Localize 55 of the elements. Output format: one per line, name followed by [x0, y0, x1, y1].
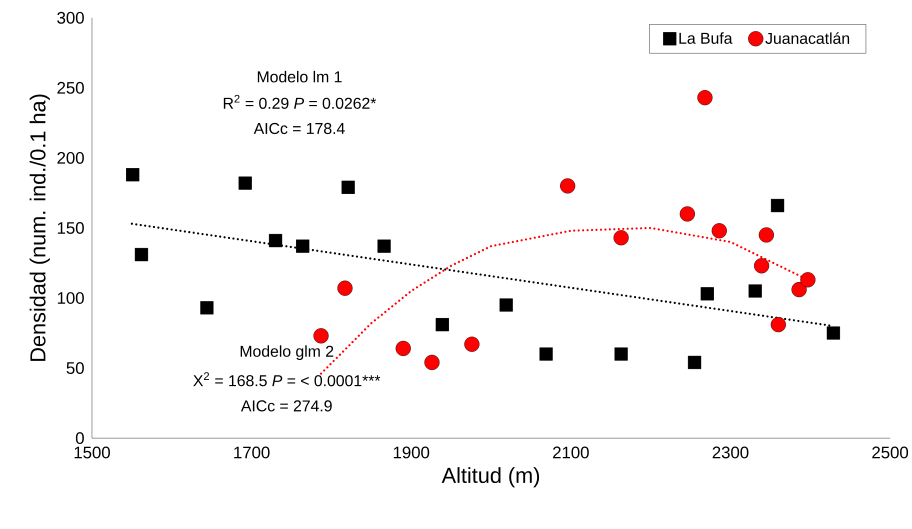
- point: [614, 347, 628, 361]
- legend-label: Juanacatlán: [765, 32, 850, 44]
- x-axis-title: Altitud (m): [442, 467, 540, 488]
- x-tick-label: 2500: [872, 446, 908, 458]
- point: [377, 239, 391, 253]
- point: [748, 284, 762, 298]
- y-tick-label: 200: [57, 152, 84, 164]
- annotation: R$^{2}$ = 0.29 P = 0.0262*: [224, 94, 376, 109]
- point: [712, 223, 727, 238]
- point: [614, 230, 629, 246]
- y-tick-label: 100: [58, 292, 84, 304]
- x-tick-label: 2300: [712, 446, 748, 458]
- point: [436, 318, 449, 332]
- point: [342, 180, 355, 194]
- y-tick-label: 0: [76, 432, 84, 444]
- x-tick-label: 1700: [234, 446, 270, 458]
- point: [688, 356, 702, 370]
- point: [126, 168, 140, 182]
- point: [770, 198, 784, 212]
- point: [200, 301, 214, 314]
- point: [424, 354, 440, 370]
- legend-label: La Bufa: [679, 32, 732, 44]
- point: [134, 248, 148, 262]
- y-tick-label: 150: [58, 222, 84, 234]
- point: [313, 328, 329, 344]
- x-tick-label: 1500: [74, 446, 110, 458]
- point: [800, 272, 816, 288]
- annotation: X$^{2}$ = 168.5 P = < 0.0001***: [193, 372, 380, 386]
- y-tick-label: 250: [57, 82, 84, 94]
- x-tick-label: 2100: [553, 446, 589, 458]
- annotation: Modelo glm 2: [240, 345, 334, 360]
- point: [770, 316, 786, 332]
- point: [396, 340, 411, 356]
- point: [826, 326, 840, 340]
- point: [791, 282, 807, 298]
- point: [700, 287, 714, 300]
- annotation: Modelo lm 1: [258, 70, 342, 82]
- y-axis-title: Densidad (num. ind./0.1 ha): [30, 94, 50, 361]
- point: [464, 336, 480, 352]
- y-tick-label: 300: [57, 12, 84, 24]
- point: [539, 347, 553, 361]
- point: [337, 280, 353, 296]
- point: [697, 90, 713, 106]
- point: [500, 298, 513, 312]
- point: [268, 234, 282, 248]
- point: [680, 206, 695, 222]
- point: [296, 239, 310, 253]
- annotation: AICc = 178.4: [254, 122, 345, 134]
- x-tick-label: 1900: [394, 446, 430, 458]
- y-tick-label: 50: [66, 362, 84, 374]
- point: [754, 258, 770, 274]
- point: [560, 178, 576, 194]
- annotation: AICc = 274.9: [240, 400, 332, 412]
- point: [758, 227, 774, 243]
- point: [238, 176, 252, 190]
